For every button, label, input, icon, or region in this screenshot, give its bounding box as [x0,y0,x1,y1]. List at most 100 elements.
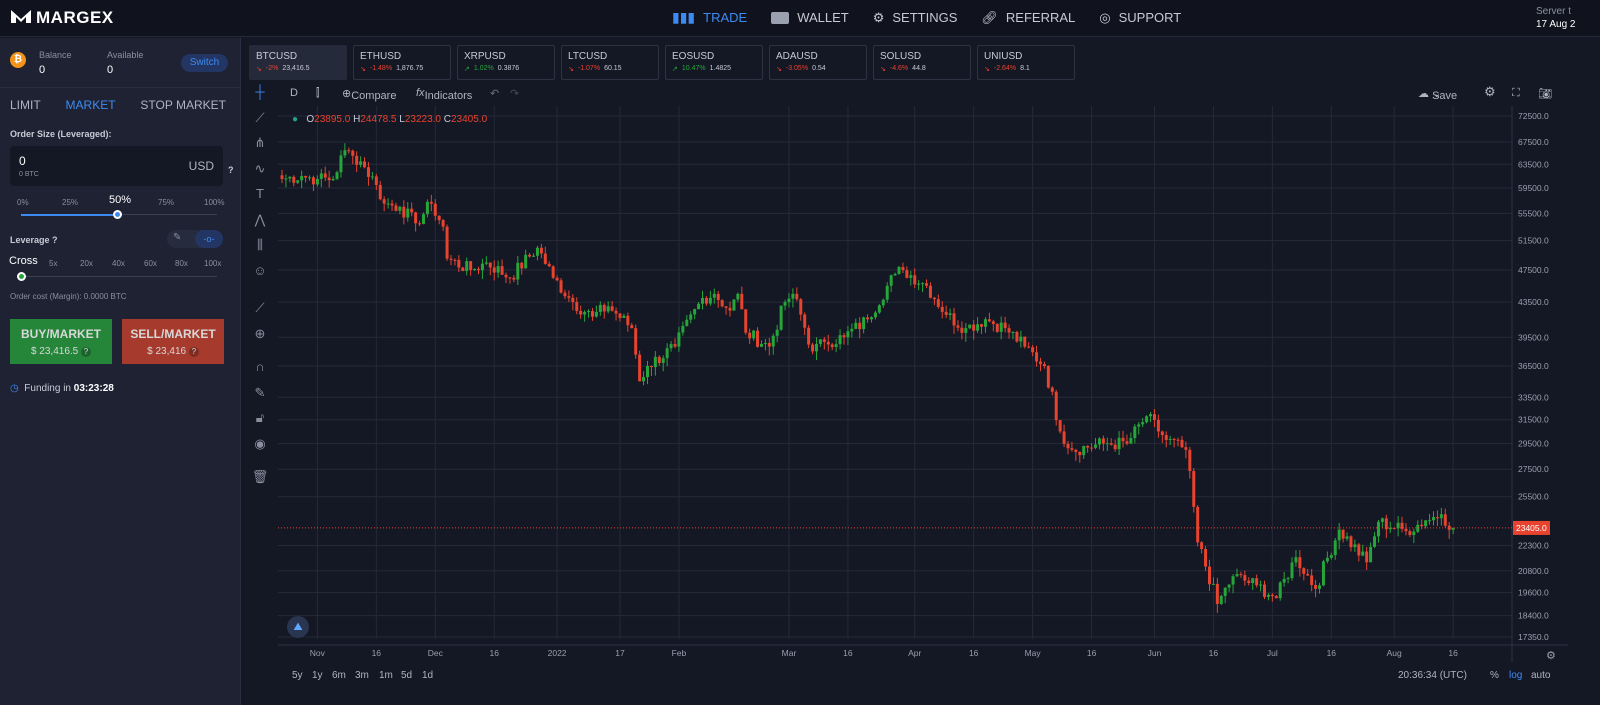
candle-body [414,212,418,224]
ticker-symbol: ADAUSD [776,51,818,62]
x-tick-label: Dec [428,648,444,658]
order-size-input[interactable]: 0 0 BTC USD [10,146,223,186]
candle-body [1207,566,1211,585]
leverage-mode-toggle[interactable]: ✎ -o- [167,230,223,248]
magnet-icon[interactable]: ∩ [255,359,265,374]
candle-body [665,348,669,359]
ticker-uniusd[interactable]: UNIUSD ↘ -2.64% 8.1 [977,45,1075,80]
candle-body [1388,528,1392,530]
nav-support[interactable]: ◎ SUPPORT [1099,9,1181,26]
indicators-button[interactable]: fx Indicators [416,87,472,102]
slider-handle[interactable] [113,210,122,219]
candle-body [363,161,367,168]
range-5y[interactable]: 5y [292,670,303,681]
ruler-icon[interactable]: ⟋ [255,300,265,315]
y-tick-label: 59500.0 [1518,183,1549,193]
tab-market[interactable]: MARKET [65,98,116,112]
divider [248,351,272,359]
help-icon[interactable]: ? [81,347,92,357]
candle-body [995,324,999,332]
x-tick-label: Mar [782,648,797,658]
zoom-in-icon[interactable]: ⊕ [254,325,266,341]
slider-handle[interactable] [17,272,26,281]
pct-mark: 25% [62,198,79,207]
candle-body [1424,520,1428,527]
nav-wallet[interactable]: WALLET [771,9,849,26]
tab-stop-market[interactable]: STOP MARKET [140,98,226,112]
slider-mode-icon[interactable]: -o- [195,230,223,248]
range-5d[interactable]: 5d [401,670,413,681]
candle-body [1416,524,1420,532]
nav-trade[interactable]: ▮▮▮ TRADE [672,9,747,26]
pencil-icon[interactable]: ✎ [173,232,182,243]
candle-body [1337,529,1341,541]
range-1m[interactable]: 1m [379,670,393,681]
crosshair-icon[interactable]: ┼ [255,84,265,99]
tradingview-logo-icon[interactable]: ⛰ [287,616,309,638]
auto-scale-toggle[interactable]: auto [1531,670,1551,681]
ticker-xrpusd[interactable]: XRPUSD ↗ 1.02% 0.3876 [457,45,555,80]
range-6m[interactable]: 6m [332,670,346,681]
link-icon: 🔗︎ [981,9,998,25]
brand-logo[interactable]: MARGEX [10,8,114,28]
candle-body [1156,419,1160,432]
candle-body [775,329,779,336]
emoji-icon[interactable]: ☺ [253,262,267,278]
trash-icon[interactable]: 🗑︎ [251,469,269,484]
compare-button[interactable]: ⊕ Compare [342,88,397,102]
tab-limit[interactable]: LIMIT [10,98,41,112]
buy-market-button[interactable]: BUY/MARKET $ 23,416.5 ? [10,319,112,364]
candle-body [972,324,976,331]
range-1d[interactable]: 1d [422,670,434,681]
fullscreen-icon[interactable]: ⛶ [1512,87,1520,99]
ticker-solusd[interactable]: SOLUSD ↘ -4.6% 44.8 [873,45,971,80]
candle-body [469,261,473,271]
nav-referral[interactable]: 🔗︎ REFERRAL [981,9,1075,26]
sell-market-button[interactable]: SELL/MARKET $ 23,416 ? [122,319,224,364]
save-button[interactable]: ☁ Save ⌄ [1418,88,1458,102]
x-tick-label: 16 [1448,648,1458,658]
candle-body [563,292,567,297]
candle-type-icon[interactable]: ⫿ [316,87,320,99]
brush-icon[interactable]: ∿ [254,160,266,176]
lock-drawings-icon[interactable]: ✎ [254,384,266,400]
prediction-icon[interactable]: ⫼ [257,237,263,252]
ticker-btcusd[interactable]: BTCUSD ↘ -2% 23,416.5 [249,45,347,80]
unlock-icon[interactable]: 🔓︎ [255,410,265,425]
nav-settings[interactable]: ⚙ SETTINGS [873,9,958,26]
help-icon[interactable]: ? [188,347,199,357]
candle-body [913,275,917,285]
switch-button[interactable]: Switch [181,54,228,72]
pitchfork-icon[interactable]: ⋔ [254,135,266,150]
range-3m[interactable]: 3m [355,670,369,681]
range-1y[interactable]: 1y [312,670,323,681]
price-chart[interactable]: 72500.0 67500.0 63500.0 59500.0 55500.0 51500… [278,106,1568,662]
range-bar: 5y 1y 6m 3m 1m 5d 1d 20:36:34 (UTC) % lo… [280,667,1565,687]
candle-body [1038,361,1042,365]
x-tick-label: Nov [310,648,326,658]
ticker-adausd[interactable]: ADAUSD ↘ -3.05% 0.54 [769,45,867,80]
candle-body [783,302,787,306]
text-icon[interactable]: T [256,186,264,201]
utc-clock[interactable]: 20:36:34 (UTC) [1398,670,1467,681]
interval-button[interactable]: D [290,87,298,99]
pct-mark: 75% [158,198,175,207]
percent-scale-toggle[interactable]: % [1490,670,1499,681]
pattern-icon[interactable]: ⋀ [254,211,266,227]
trend-line-icon[interactable]: ⟋ [255,109,265,125]
settings-icon[interactable]: ⚙ [1484,84,1496,99]
log-scale-toggle[interactable]: log [1509,670,1523,681]
candle-body [1027,346,1031,348]
ticker-ethusd[interactable]: ETHUSD ↘ -1.48% 1,876.75 [353,45,451,80]
candle-body [685,319,689,326]
help-icon[interactable]: ? [228,165,234,175]
candle-body [1003,322,1007,329]
redo-icon[interactable]: ↷ [510,88,520,100]
eye-icon[interactable]: ◉ [254,435,266,451]
ticker-symbol: ETHUSD [360,51,402,62]
candle-body [441,220,445,227]
ticker-eosusd[interactable]: EOSUSD ↗ 10.47% 1.4825 [665,45,763,80]
screenshot-icon[interactable]: 📷︎ [1538,88,1552,100]
undo-icon[interactable]: ↶ [490,88,500,100]
ticker-ltcusd[interactable]: LTCUSD ↘ -1.07% 60.15 [561,45,659,80]
